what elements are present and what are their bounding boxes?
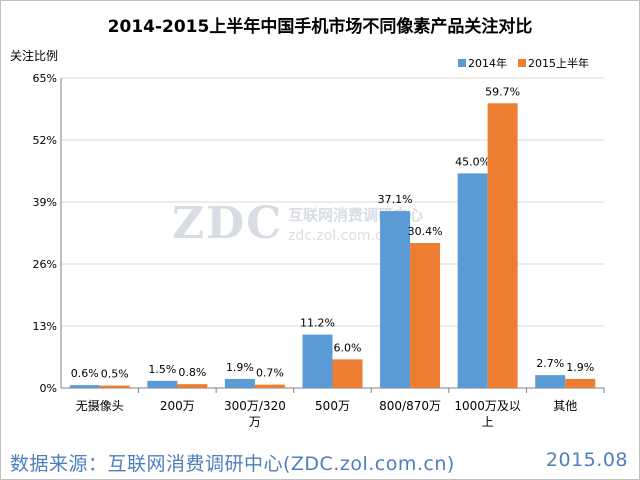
data-label: 0.5% [101,368,129,381]
y-axis-label: 关注比例 [10,48,58,63]
y-tick-label: 39% [33,196,57,209]
watermark-logo: ZDC [172,198,283,249]
y-tick-label: 26% [33,258,57,271]
bar-2015 [332,359,363,388]
bar-2014 [302,334,333,388]
bar-2015 [177,384,208,388]
y-tick-label: 0% [40,382,57,395]
footer: 数据来源：互联网消费调研中心(ZDC.zol.com.cn) 2015.08 [0,447,640,480]
bar-2015 [410,243,441,388]
x-tick-label: 1000万及以 [454,399,521,413]
data-label: 45.0% [455,155,490,168]
x-tick-label: 200万 [160,399,195,413]
data-label: 2.7% [536,357,564,370]
bar-2015 [565,378,596,388]
data-label: 37.1% [378,193,413,206]
data-label: 11.2% [300,317,335,330]
y-tick-label: 52% [33,134,57,147]
data-label: 1.9% [226,361,254,374]
y-tick-label: 13% [33,320,57,333]
watermark-line2: zdc.zol.com.cn [288,228,392,244]
data-label: 30.4% [408,225,443,238]
x-tick-label: 500万 [315,399,350,413]
x-tick-label: 800/870万 [379,399,441,413]
bar-2014 [535,375,566,388]
data-label: 1.5% [148,363,176,376]
data-label: 1.9% [566,361,594,374]
legend-label-2014: 2014年 [468,56,507,70]
chart: ZDC 互联网消费调研中心zdc.zol.com.cn2014-2015上半年中国… [10,16,605,429]
bar-2014 [147,380,178,388]
chart-title: 2014-2015上半年中国手机市场不同像素产品关注对比 [108,16,533,37]
data-label: 0.6% [71,367,99,380]
bar-2015 [99,385,130,388]
y-tick-label: 65% [33,72,57,85]
footer-date: 2015.08 [545,449,628,471]
x-tick-label: 300万/320 [224,399,286,413]
bar-2014 [457,173,488,388]
legend-swatch-2014 [458,59,466,67]
x-tick-label: 无摄像头 [76,398,124,413]
bar-2014 [224,378,255,388]
legend-swatch-2015 [518,59,526,67]
bar-2015 [254,384,285,388]
x-tick-label: 其他 [553,399,577,413]
footer-source: 数据来源：互联网消费调研中心(ZDC.zol.com.cn) [10,453,455,475]
bar-2015 [487,103,518,389]
x-tick-label: 上 [482,415,494,429]
bar-2014 [69,385,100,388]
bar-2014 [380,211,411,388]
data-label: 6.0% [334,341,362,354]
data-label: 59.7% [485,85,520,98]
data-label: 0.8% [178,366,206,379]
data-label: 0.7% [256,367,284,380]
x-tick-label: 万 [249,415,261,429]
legend-label-2015: 2015上半年 [528,56,589,70]
